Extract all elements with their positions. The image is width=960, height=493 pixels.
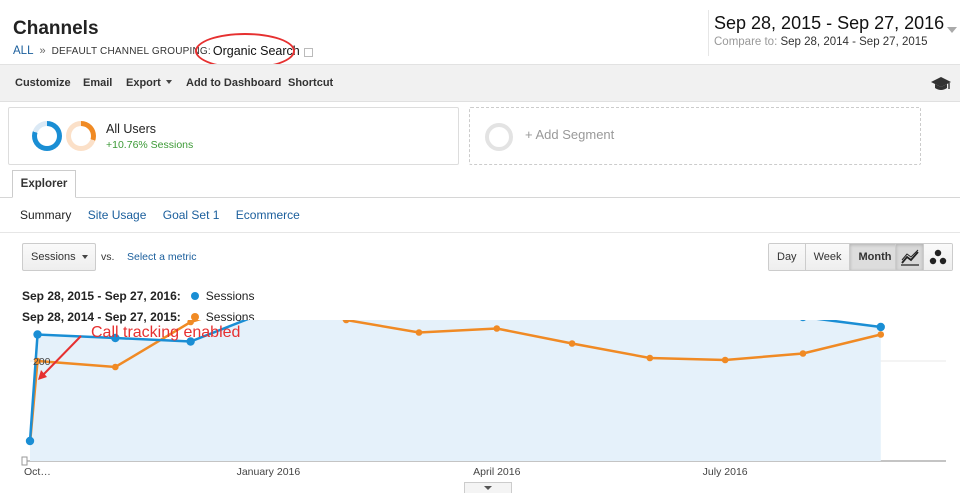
legend-current-range: Sep 28, 2015 - Sep 27, 2016: (22, 289, 181, 303)
legend-previous-range: Sep 28, 2014 - Sep 27, 2015: (22, 310, 181, 324)
current-series-point (25, 436, 35, 446)
range-start-marker (21, 456, 28, 466)
date-range-picker[interactable]: Sep 28, 2015 - Sep 27, 2016 Compare to: … (708, 10, 960, 56)
current-series-area (30, 320, 881, 461)
segment-all-users[interactable]: All Users +10.76% Sessions (8, 107, 459, 165)
chevron-down-icon[interactable] (947, 27, 957, 33)
breadcrumb-dropdown-icon[interactable] (303, 47, 313, 57)
breadcrumb-separator: » (39, 45, 46, 57)
x-tick-label: January 2016 (237, 466, 301, 478)
subtab-ecommerce[interactable]: Ecommerce (235, 208, 300, 222)
chevron-down-icon (82, 255, 88, 259)
legend-current: Sep 28, 2015 - Sep 27, 2016: Sessions (22, 289, 254, 303)
x-tick-label: July 2016 (703, 466, 748, 478)
annotation-arrow-head (38, 370, 47, 380)
metric-select-value: Sessions (31, 251, 76, 263)
export-label: Export (126, 77, 161, 89)
period-day-button[interactable]: Day (769, 244, 806, 270)
previous-series-point (721, 356, 729, 364)
segment-donut-current (32, 121, 62, 151)
x-tick-label: Oct… (24, 466, 51, 478)
previous-series-point (568, 340, 576, 347)
tab-explorer[interactable]: Explorer (12, 170, 76, 198)
previous-series-point (877, 331, 885, 338)
y-tick-label: 200 (33, 356, 51, 368)
annotation-text: Call tracking enabled (91, 324, 241, 341)
breadcrumb-all-link[interactable]: ALL (13, 45, 34, 57)
previous-series-point (493, 325, 501, 332)
current-series-point (33, 330, 42, 339)
period-week-button[interactable]: Week (805, 244, 851, 270)
current-series-point (186, 337, 195, 346)
breadcrumb-grouping: DEFAULT CHANNEL GROUPING: (51, 45, 211, 57)
metric-select[interactable]: Sessions (22, 243, 96, 271)
chart-collapse-handle[interactable] (464, 482, 512, 493)
previous-series-point (415, 329, 423, 336)
period-month-button[interactable]: Month (850, 244, 900, 270)
legend-previous-dot (190, 313, 199, 321)
compare-range-value: Sep 28, 2014 - Sep 27, 2015 (780, 36, 928, 48)
motion-chart-button[interactable] (924, 244, 952, 270)
chart-type-toggle (895, 243, 953, 271)
subtab-goal-set-1[interactable]: Goal Set 1 (162, 208, 220, 222)
page-title: Channels (13, 18, 99, 39)
current-series-point (876, 322, 885, 332)
date-range: Sep 28, 2015 - Sep 27, 2016 (714, 13, 945, 33)
vs-label: vs. (101, 251, 115, 263)
subtabs-divider (0, 232, 960, 233)
subtab-summary[interactable]: Summary (20, 208, 72, 222)
compare-label: Compare to: (714, 36, 778, 48)
previous-series-point (187, 320, 194, 326)
period-toggle: Day Week Month (768, 243, 901, 271)
report-toolbar: Customize Email Export Add to Dashboard … (0, 64, 960, 102)
segment-name: All Users (106, 122, 157, 136)
explorer-subtabs: Summary Site Usage Goal Set 1 Ecommerce (20, 208, 313, 222)
x-tick-label: April 2016 (473, 466, 520, 478)
legend-current-series: Sessions (205, 289, 255, 303)
email-button[interactable]: Email (83, 77, 113, 89)
customize-button[interactable]: Customize (15, 77, 71, 89)
graduation-cap-icon[interactable] (930, 74, 952, 94)
subtab-site-usage[interactable]: Site Usage (87, 208, 147, 222)
select-metric-link[interactable]: Select a metric (127, 251, 197, 263)
line-chart-icon (901, 249, 919, 266)
segment-placeholder-icon (485, 123, 513, 151)
previous-series-point (34, 357, 41, 365)
shortcut-button[interactable]: Shortcut (288, 77, 334, 89)
bubble-chart-icon (929, 249, 947, 265)
line-chart-button[interactable] (896, 244, 924, 270)
previous-series-point (799, 350, 807, 357)
segment-change: +10.76% Sessions (106, 139, 194, 151)
chevron-down-icon (165, 80, 172, 84)
legend-current-dot (190, 292, 199, 300)
add-segment-label: + Add Segment (525, 127, 615, 142)
add-to-dashboard-button[interactable]: Add to Dashboard (186, 77, 282, 89)
compare-range: Compare to: Sep 28, 2014 - Sep 27, 2015 (714, 36, 928, 48)
current-series-point (800, 320, 806, 322)
previous-series-point (646, 354, 654, 362)
current-series-point (111, 333, 120, 343)
add-segment-button[interactable]: + Add Segment (469, 107, 921, 165)
previous-series-point (342, 320, 350, 324)
export-button[interactable]: Export (126, 77, 172, 89)
segment-donut-previous (66, 121, 96, 151)
previous-series-point (112, 363, 119, 371)
tab-divider (0, 197, 960, 198)
report-header: Channels ALL » DEFAULT CHANNEL GROUPING:… (0, 0, 960, 69)
annotation-arrow-line (41, 335, 82, 377)
